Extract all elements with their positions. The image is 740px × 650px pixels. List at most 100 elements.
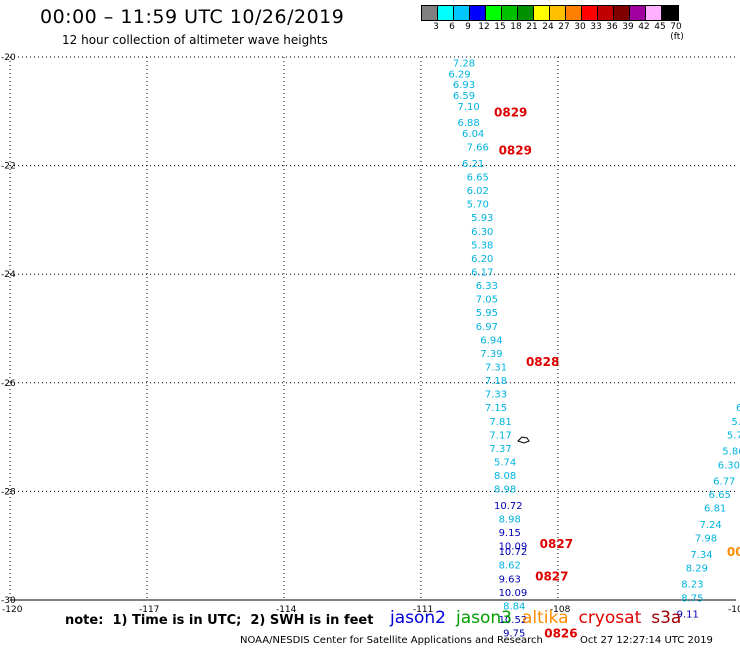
lon-label: -108 (550, 605, 571, 615)
legend-label: 42 (638, 22, 650, 32)
pass-time-labels: 0829 0829 0828 0827 0827 0826 0044 (494, 105, 740, 640)
wave-height-value: 7.05 (476, 295, 498, 306)
satellite-jason2: jason2 (390, 608, 446, 628)
legend-swatch (518, 6, 534, 20)
wave-height-value: 8.62 (499, 561, 521, 572)
units-note: note: 1) Time is in UTC; 2) SWH is in fe… (65, 613, 374, 628)
wave-height-value: 8.08 (494, 471, 516, 482)
wave-height-value: 7.28 (453, 58, 475, 69)
wave-height-value: 5.86 (722, 447, 740, 458)
legend-swatch (438, 6, 454, 20)
lon-label: -114 (276, 605, 297, 615)
satellite-cryosat: cryosat (578, 608, 642, 628)
wave-height-value: 7.15 (485, 403, 507, 414)
wave-height-value: 8.98 (499, 515, 521, 526)
legend-label: 18 (510, 22, 522, 32)
wave-height-value: 6.65 (709, 490, 731, 501)
wave-height-value: 9.63 (499, 574, 521, 585)
wave-height-value: 6.33 (476, 281, 498, 292)
legend-swatch (646, 6, 662, 20)
wave-height-value: 5.95 (476, 308, 498, 319)
wave-height-value: 10.52 (499, 615, 528, 626)
legend-label: 33 (590, 22, 602, 32)
wave-height-value: 7.31 (485, 363, 507, 374)
altimeter-tracks: 7.286.296.936.597.10 6.886.04 7.66 6.21 6.65… (448, 58, 740, 639)
wave-height-value: 6.93 (453, 80, 475, 91)
wave-height-value: 6.04 (462, 129, 484, 140)
wave-height-value: 5.74 (727, 430, 740, 441)
legend-swatch (582, 6, 598, 20)
wave-height-value: 8.84 (503, 601, 525, 612)
legend-label: 3 (433, 22, 439, 32)
lon-label: -10 (728, 605, 740, 615)
wave-height-value: 6.81 (704, 504, 726, 515)
lat-label: -26 (1, 379, 16, 389)
wave-height-value: 6.77 (713, 477, 735, 488)
credit-text: NOAA/NESDIS Center for Satellite Applica… (240, 635, 543, 646)
island-outline (517, 436, 530, 444)
legend-label: 12 (478, 22, 490, 32)
wave-height-value: 7.34 (690, 550, 712, 561)
wave-height-value: 6.59 (453, 91, 475, 102)
legend-label: 36 (606, 22, 618, 32)
wave-height-value: 6.94 (480, 335, 502, 346)
wave-height-value: 7.17 (489, 430, 511, 441)
generated-timestamp: Oct 27 12:27:14 UTC 2019 (580, 635, 713, 646)
wave-height-value: 7.39 (480, 349, 502, 360)
satellite-altika: altika (522, 608, 569, 628)
wave-height-value: 6.17 (471, 267, 493, 278)
legend-label: 70 (ft) (670, 22, 684, 42)
wave-height-value: 8.23 (681, 580, 703, 591)
legend-label: 45 (654, 22, 666, 32)
axis-labels: -20 -22 -24 -26 -28 -30-120 -117 -114 -111 -108 -1… (1, 53, 740, 615)
wave-height-value: 8.98 (494, 485, 516, 496)
wave-height-value: 7.98 (695, 534, 717, 545)
wave-height-value: 7.33 (485, 390, 507, 401)
wave-height-value: 6.20 (471, 254, 493, 265)
pass-time-label: 0829 (499, 143, 532, 157)
satellite-key: jason2 jason3 altika cryosat s3a (390, 608, 691, 628)
page-title: 00:00 – 11:59 UTC 10/26/2019 (40, 6, 345, 28)
wave-height-value: 6.21 (462, 159, 484, 170)
legend-swatch (614, 6, 630, 20)
legend-label: 39 (622, 22, 634, 32)
wave-height-value: 7.66 (467, 143, 489, 154)
wave-height-value: 6.29 (448, 69, 470, 80)
pass-time-label: 0829 (494, 105, 527, 119)
wave-height-value: 5.38 (471, 240, 493, 251)
legend-swatch (454, 6, 470, 20)
legend-label: 15 (494, 22, 506, 32)
wave-height-value: 8.29 (686, 563, 708, 574)
lon-label: -120 (2, 605, 23, 615)
wave-height-value: 10.09 (499, 588, 528, 599)
wave-height-value: 5.70 (467, 200, 489, 211)
wave-height-value: 7.18 (485, 376, 507, 387)
legend-swatch (502, 6, 518, 20)
wave-height-value: 7.81 (489, 417, 511, 428)
legend-swatch (422, 6, 438, 20)
lat-label: -20 (1, 53, 16, 63)
wave-height-value: 5.82 (731, 417, 740, 428)
satellite-jason3: jason3 (456, 608, 512, 628)
legend-swatch (470, 6, 486, 20)
wave-height-value: 8.75 (681, 593, 703, 604)
lon-label: -117 (139, 605, 159, 615)
wave-height-value: 9.75 (503, 629, 525, 640)
page-subtitle: 12 hour collection of altimeter wave hei… (62, 33, 328, 47)
wave-height-value: 5.74 (494, 458, 516, 469)
legend-swatches (421, 5, 679, 21)
satellite-s3a: s3a (651, 608, 682, 628)
legend-swatch (534, 6, 550, 20)
wave-height-value: 6.97 (476, 322, 498, 333)
lon-label: -111 (413, 605, 433, 615)
wave-height-value: 10.09 (499, 542, 528, 553)
wave-height-value: 6.65 (467, 172, 489, 183)
legend-label: 21 (526, 22, 538, 32)
pass-time-label: 0828 (526, 355, 559, 369)
legend-swatch (566, 6, 582, 20)
lat-label: -28 (1, 487, 16, 497)
legend-swatch (486, 6, 502, 20)
legend-labels: 3 6 9 12 15 18 21 24 27 30 33 36 39 42 45 70 (ft) (421, 21, 684, 42)
legend-label: 24 (542, 22, 554, 32)
